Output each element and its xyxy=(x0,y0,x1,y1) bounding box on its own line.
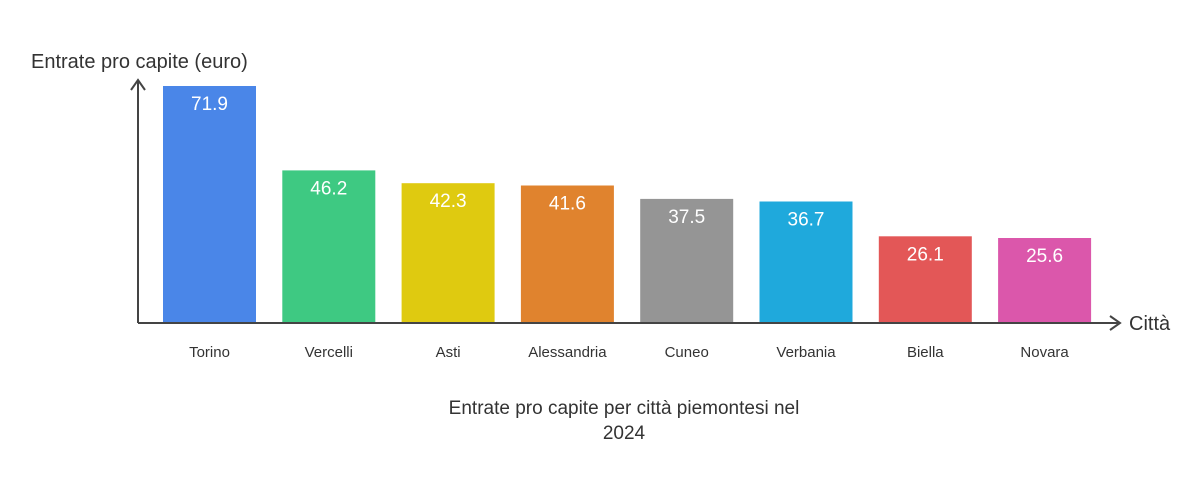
bar-asti xyxy=(401,183,495,322)
bar-cuneo xyxy=(640,198,734,322)
bar-alessandria xyxy=(520,185,614,322)
x-axis-arrow-icon xyxy=(1109,315,1122,331)
x-tick-label-novara: Novara xyxy=(1020,344,1069,361)
x-tick-label-vercelli: Vercelli xyxy=(305,344,353,361)
bar-biella xyxy=(878,236,972,322)
x-tick-label-cuneo: Cuneo xyxy=(665,344,709,361)
value-labels-group: 71.9 46.2 42.3 41.6 37.5 36.7 26.1 25.6 xyxy=(191,94,1063,267)
bar-verbania xyxy=(759,201,853,322)
chart-caption-line-2: 2024 xyxy=(603,423,646,444)
x-tick-label-verbania: Verbania xyxy=(776,344,836,361)
x-tick-label-biella: Biella xyxy=(907,344,944,361)
bar-novara xyxy=(998,238,1092,322)
value-label-vercelli: 46.2 xyxy=(310,178,347,199)
value-label-torino: 71.9 xyxy=(191,94,228,115)
y-axis-arrow-icon xyxy=(130,78,146,91)
value-label-alessandria: 41.6 xyxy=(549,194,586,215)
x-axis-title: Città xyxy=(1129,313,1171,335)
chart-caption-line-1: Entrate pro capite per città piemontesi … xyxy=(449,398,800,419)
x-tick-label-asti: Asti xyxy=(436,344,461,361)
bar-torino xyxy=(163,86,256,322)
y-axis-title: Entrate pro capite (euro) xyxy=(31,51,248,73)
value-label-cuneo: 37.5 xyxy=(668,207,705,228)
value-label-asti: 42.3 xyxy=(430,191,467,212)
bar-vercelli xyxy=(282,170,376,322)
value-label-verbania: 36.7 xyxy=(788,210,825,231)
bars-group xyxy=(163,86,1092,322)
x-tick-labels-group: Torino Vercelli Asti Alessandria Cuneo Verban… xyxy=(189,344,1069,361)
value-label-biella: 26.1 xyxy=(907,244,944,265)
x-tick-label-torino: Torino xyxy=(189,344,230,361)
x-tick-label-alessandria: Alessandria xyxy=(528,344,607,361)
value-label-novara: 25.6 xyxy=(1026,246,1063,267)
